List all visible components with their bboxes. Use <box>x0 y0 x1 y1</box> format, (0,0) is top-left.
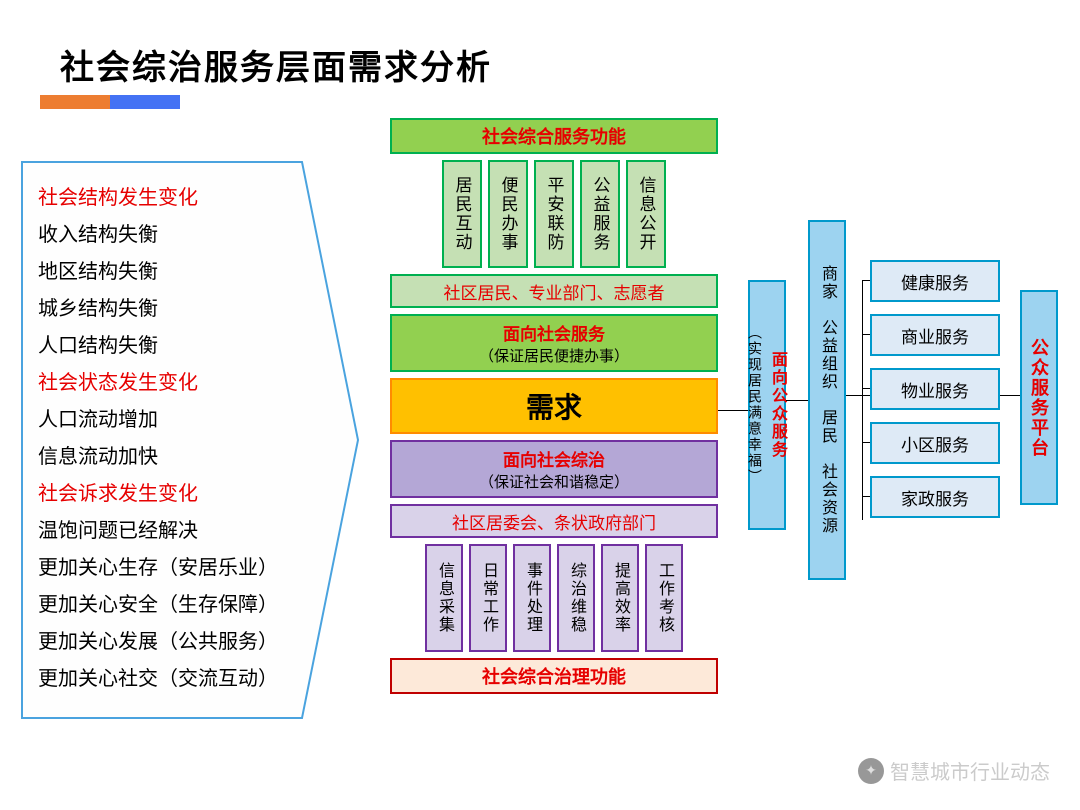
list-item: 人口流动增加 <box>38 402 308 439</box>
col-item: 平安联防 <box>534 160 574 268</box>
col-item: 工作考核 <box>645 544 683 652</box>
list-item: 人口结构失衡 <box>38 328 308 365</box>
actors-top: 社区居民、专业部门、志愿者 <box>390 274 718 308</box>
col-item: 居民互动 <box>442 160 482 268</box>
bot-header: 社会综合治理功能 <box>390 658 718 694</box>
mid-top-title: 面向社会服务 <box>503 320 605 345</box>
connector <box>718 410 748 411</box>
mid-bot: 面向社会综治 （保证社会和谐稳定） <box>390 440 718 498</box>
col-item: 综治维稳 <box>557 544 595 652</box>
list-item: 地区结构失衡 <box>38 254 308 291</box>
col-item: 公益服务 <box>580 160 620 268</box>
bracket-line <box>862 280 863 520</box>
list-item: 温饱问题已经解决 <box>38 513 308 550</box>
connector <box>1000 395 1020 396</box>
svc-item: 商业服务 <box>870 314 1000 356</box>
list-item: 更加关心发展（公共服务） <box>38 624 308 661</box>
list-item: 更加关心社交（交流互动） <box>38 661 308 698</box>
bracket-tick <box>862 388 870 389</box>
mid-top-sub: （保证居民便捷办事） <box>479 345 629 366</box>
wechat-icon: ✦ <box>858 758 884 784</box>
col-item: 信息采集 <box>425 544 463 652</box>
watermark-text: 智慧城市行业动态 <box>890 756 1050 785</box>
bracket-tick <box>862 280 870 281</box>
watermark: ✦ 智慧城市行业动态 <box>858 756 1050 785</box>
list-heading: 社会状态发生变化 <box>38 365 308 402</box>
rc2-line: 商家 公益组织 居民 社会资源 <box>815 265 839 535</box>
svc-item: 物业服务 <box>870 368 1000 410</box>
svc-item: 健康服务 <box>870 260 1000 302</box>
list-item: 信息流动加快 <box>38 439 308 476</box>
list-item: 城乡结构失衡 <box>38 291 308 328</box>
col-item: 信息公开 <box>626 160 666 268</box>
col-item: 事件处理 <box>513 544 551 652</box>
list-item: 更加关心生存（安居乐业） <box>38 550 308 587</box>
mid-top: 面向社会服务 （保证居民便捷办事） <box>390 314 718 372</box>
right-col-1: 面向公众服务 （实现居民满意幸福） <box>748 280 786 530</box>
svc-item: 小区服务 <box>870 422 1000 464</box>
col-item: 日常工作 <box>469 544 507 652</box>
left-list: 社会结构发生变化 收入结构失衡 地区结构失衡 城乡结构失衡 人口结构失衡 社会状… <box>38 180 308 698</box>
bracket-tick <box>862 442 870 443</box>
service-list: 健康服务 商业服务 物业服务 小区服务 家政服务 <box>870 260 1000 518</box>
platform-col: 公众服务平台 <box>1020 290 1058 505</box>
left-panel: 社会结构发生变化 收入结构失衡 地区结构失衡 城乡结构失衡 人口结构失衡 社会状… <box>20 160 360 720</box>
mid-bot-title: 面向社会综治 <box>503 446 605 471</box>
accent-bars <box>40 95 180 109</box>
list-heading: 社会诉求发生变化 <box>38 476 308 513</box>
bar-orange <box>40 95 110 109</box>
top-cols: 居民互动 便民办事 平安联防 公益服务 信息公开 <box>390 160 718 268</box>
connector <box>846 395 870 396</box>
list-item: 更加关心安全（生存保障） <box>38 587 308 624</box>
bot-cols: 信息采集 日常工作 事件处理 综治维稳 提高效率 工作考核 <box>390 544 718 652</box>
page-title: 社会综治服务层面需求分析 <box>60 40 492 89</box>
top-header: 社会综合服务功能 <box>390 118 718 154</box>
center-stack: 社会综合服务功能 居民互动 便民办事 平安联防 公益服务 信息公开 社区居民、专… <box>390 118 718 694</box>
svc-item: 家政服务 <box>870 476 1000 518</box>
col-item: 便民办事 <box>488 160 528 268</box>
list-item: 收入结构失衡 <box>38 217 308 254</box>
bar-blue <box>110 95 180 109</box>
right-col-2: 商家 公益组织 居民 社会资源 <box>808 220 846 580</box>
bracket-tick <box>862 496 870 497</box>
list-heading: 社会结构发生变化 <box>38 180 308 217</box>
rc1-sub: （实现居民满意幸福） <box>745 325 765 485</box>
connector <box>786 400 808 401</box>
bracket-tick <box>862 334 870 335</box>
actors-bot: 社区居委会、条状政府部门 <box>390 504 718 538</box>
demand-box: 需求 <box>390 378 718 434</box>
mid-bot-sub: （保证社会和谐稳定） <box>479 471 629 492</box>
col-item: 提高效率 <box>601 544 639 652</box>
rc1-title: 面向公众服务 <box>765 351 789 459</box>
